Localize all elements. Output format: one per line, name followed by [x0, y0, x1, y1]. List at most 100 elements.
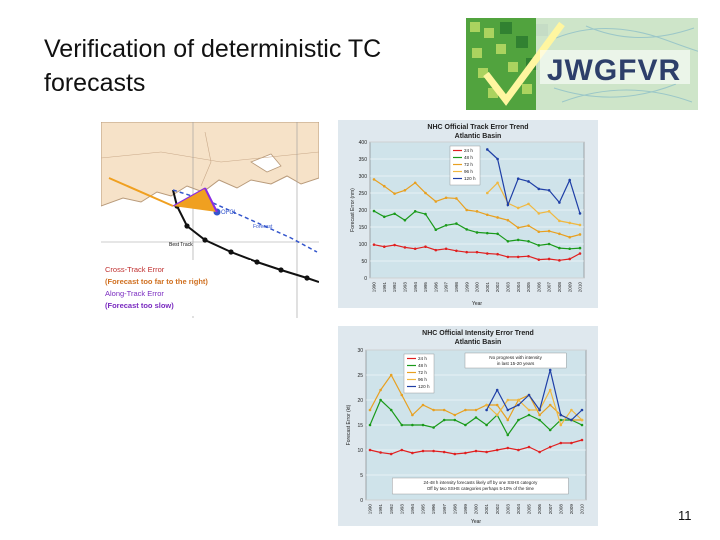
data-point: [411, 423, 414, 427]
data-point: [517, 398, 520, 402]
x-tick-label: 1993: [403, 282, 408, 293]
data-point: [548, 388, 552, 392]
data-point: [413, 210, 417, 213]
data-point: [527, 254, 530, 258]
series-line: [486, 181, 581, 226]
data-point: [424, 245, 427, 249]
data-point: [475, 250, 479, 254]
data-point: [506, 446, 510, 450]
chart-legend: 24 h 48 h 72 h 96 h 120 h: [449, 145, 481, 186]
data-point: [379, 451, 382, 454]
data-point: [570, 441, 573, 445]
data-point: [527, 408, 531, 412]
x-tick-label: 1999: [464, 282, 469, 293]
data-point: [527, 239, 530, 243]
forecast-label: Forecast: [253, 224, 273, 230]
data-point: [486, 213, 489, 217]
data-point: [527, 393, 531, 397]
data-point: [547, 188, 551, 192]
data-point: [568, 257, 571, 261]
x-tick-label: 2002: [495, 282, 500, 293]
data-point: [580, 418, 584, 422]
data-point: [547, 257, 551, 261]
data-point: [421, 403, 425, 407]
x-tick-label: 1992: [389, 504, 394, 515]
data-point: [455, 222, 458, 225]
data-point: [537, 187, 541, 191]
data-point: [527, 413, 531, 417]
data-point: [485, 423, 488, 427]
data-point: [474, 449, 478, 453]
data-point: [527, 224, 530, 227]
x-axis-label: Year: [471, 519, 481, 525]
data-point: [368, 423, 372, 427]
page-number: 11: [678, 508, 692, 523]
legend-along-track-note: (Forecast too slow): [105, 301, 174, 310]
data-point: [486, 148, 489, 151]
data-point: [517, 403, 520, 407]
data-point: [568, 247, 571, 251]
x-tick-label: 1993: [399, 504, 404, 515]
data-point: [434, 248, 438, 252]
data-point: [403, 246, 407, 249]
legend-label: 120 h: [418, 384, 430, 389]
data-point: [527, 202, 530, 206]
y-tick-label: 50: [361, 259, 367, 265]
data-point: [442, 450, 446, 454]
data-point: [372, 209, 376, 213]
data-point: [465, 208, 468, 212]
data-point: [393, 212, 396, 216]
data-point: [578, 233, 582, 236]
chart-subtitle: Atlantic Basin: [455, 133, 502, 140]
data-point: [578, 212, 582, 215]
y-tick-label: 200: [359, 208, 368, 214]
data-point: [568, 178, 571, 182]
track-error-map: OFCL Forecast Best Track Cross-Track Err…: [101, 122, 319, 318]
data-point: [558, 246, 561, 250]
annotation-text: 24-48 h intensity forecasts likely off b…: [423, 480, 538, 485]
data-point: [403, 188, 407, 192]
data-point: [506, 218, 510, 222]
legend-label: 96 h: [464, 169, 473, 174]
data-point: [485, 450, 488, 454]
data-point: [372, 178, 376, 181]
y-tick-label: 250: [359, 191, 368, 197]
jwgfvr-logo: JWGFVR: [466, 18, 698, 110]
data-point: [559, 418, 563, 422]
x-tick-label: 2007: [548, 504, 553, 515]
y-tick-label: 300: [359, 174, 368, 180]
data-point: [496, 216, 499, 219]
data-point: [424, 212, 427, 216]
legend-along-track: Along-Track Error: [105, 289, 164, 298]
data-point: [485, 403, 488, 407]
data-point: [548, 368, 552, 372]
x-axis-label: Year: [472, 301, 482, 307]
x-tick-label: 2004: [516, 504, 521, 515]
data-point: [455, 197, 458, 200]
data-point: [464, 451, 467, 455]
x-tick-label: 1990: [372, 282, 377, 293]
y-tick-label: 150: [359, 225, 368, 231]
x-tick-label: 2001: [485, 282, 490, 293]
x-tick-label: 2000: [474, 504, 479, 515]
y-tick-label: 30: [357, 348, 363, 354]
x-tick-label: 2009: [567, 282, 572, 293]
data-point: [537, 230, 541, 234]
legend-label: 24 h: [464, 148, 473, 153]
x-tick-label: 1994: [410, 504, 415, 515]
track-error-chart: NHC Official Track Error Trend Atlantic B…: [338, 120, 598, 308]
intensity-error-chart: NHC Official Intensity Error Trend Atlant…: [338, 326, 598, 526]
data-point: [568, 235, 571, 239]
data-point: [496, 157, 499, 161]
x-tick-label: 2005: [527, 504, 532, 515]
x-tick-label: 2000: [475, 282, 480, 293]
x-tick-label: 2008: [558, 504, 563, 515]
data-point: [432, 426, 435, 429]
legend-cross-track-note: (Forecast too far to the right): [105, 277, 208, 286]
data-point: [506, 239, 510, 243]
data-point: [442, 418, 446, 422]
data-point: [516, 238, 520, 242]
y-tick-label: 15: [357, 423, 363, 429]
data-point: [383, 184, 386, 188]
